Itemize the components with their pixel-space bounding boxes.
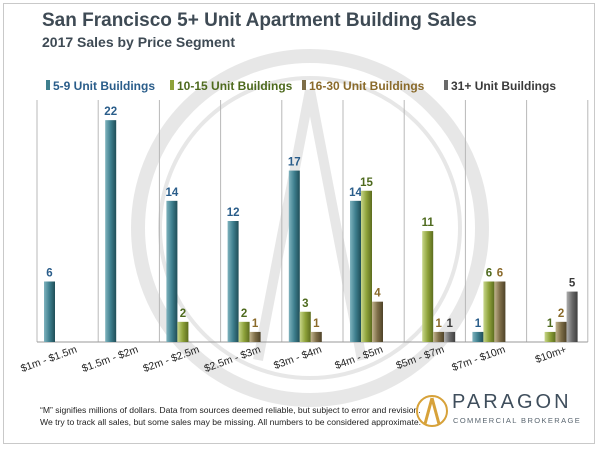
category-tick-label: $3m - $4m [272,343,323,372]
legend-swatch-4 [444,80,448,90]
bar-series-3 [249,331,261,342]
footer-line-2: We try to track all sales, but some sale… [40,417,421,427]
bar-series-1 [288,170,300,342]
bar-series-3 [494,281,506,342]
logo-tagline: COMMERCIAL BROKERAGE [453,416,582,425]
data-label-series-2: 3 [302,298,308,310]
bar-series-4 [566,291,578,342]
footer-disclaimer: “M” signifies millions of dollars. Data … [40,404,421,428]
data-label-series-1: 14 [349,187,362,199]
data-label-series-2: 1 [547,318,554,330]
legend-label-4: 31+ Unit Buildings [451,79,556,93]
legend-swatch-2 [170,80,174,90]
footer-line-1: “M” signifies millions of dollars. Data … [40,405,421,415]
data-label-series-4: 5 [569,278,576,290]
paragon-logo-icon [416,395,448,427]
chart-frame [3,3,595,444]
bar-series-2 [299,311,311,342]
data-label-series-3: 2 [558,308,564,320]
chart-title: San Francisco 5+ Unit Apartment Building… [42,10,477,31]
bar-series-1 [44,281,55,342]
category-tick-label: $1.5m - $2m [80,343,140,375]
legend-label-2: 10-15 Unit Buildings [177,79,293,93]
bar-series-3 [372,301,383,342]
data-label-series-1: 12 [227,207,240,219]
chart-subtitle: 2017 Sales by Price Segment [42,34,235,50]
data-label-series-2: 15 [360,177,373,189]
data-label-series-3: 4 [374,288,381,300]
bar-series-2 [238,321,250,342]
data-label-series-3: 6 [497,268,503,280]
paragon-logo: PARAGON COMMERCIAL BROKERAGE [416,389,580,435]
data-label-series-3: 1 [313,318,320,330]
legend-label-1: 5-9 Unit Buildings [53,79,155,93]
legend-swatch-3 [302,80,306,90]
bar-series-4 [444,331,456,342]
legend-swatch-1 [46,80,50,90]
bar-series-1 [350,200,361,342]
bar-series-1 [166,200,178,342]
bar-series-2 [422,231,434,342]
bar-series-3 [555,321,567,342]
bar-series-1 [227,221,239,342]
data-label-series-1: 17 [288,157,301,169]
category-tick-label: $2.5m - $3m [203,343,263,375]
bar-series-1 [105,120,117,343]
data-label-series-1: 6 [46,268,52,280]
logo-name: PARAGON [452,391,572,413]
data-label-series-1: 22 [104,106,117,118]
bar-series-2 [361,190,372,342]
bar-series-2 [483,281,495,342]
data-label-series-1: 14 [166,187,179,199]
category-tick-label: $7m - $10m [450,343,507,374]
data-label-series-1: 1 [475,318,482,330]
data-label-series-2: 2 [180,308,186,320]
data-label-series-2: 11 [422,217,435,229]
bar-series-3 [310,331,322,342]
category-tick-label: $10m+ [534,344,569,366]
data-label-series-3: 1 [252,318,259,330]
data-label-series-4: 1 [446,318,453,330]
data-label-series-3: 1 [435,318,442,330]
category-tick-label: $1m - $1.5m [19,343,79,375]
data-label-series-2: 2 [241,308,247,320]
bar-series-2 [177,321,189,342]
legend-label-3: 16-30 Unit Buildings [309,79,425,93]
data-label-series-2: 6 [486,268,492,280]
bar-series-1 [472,331,484,342]
bar-series-2 [544,331,556,342]
bar-series-3 [433,331,445,342]
